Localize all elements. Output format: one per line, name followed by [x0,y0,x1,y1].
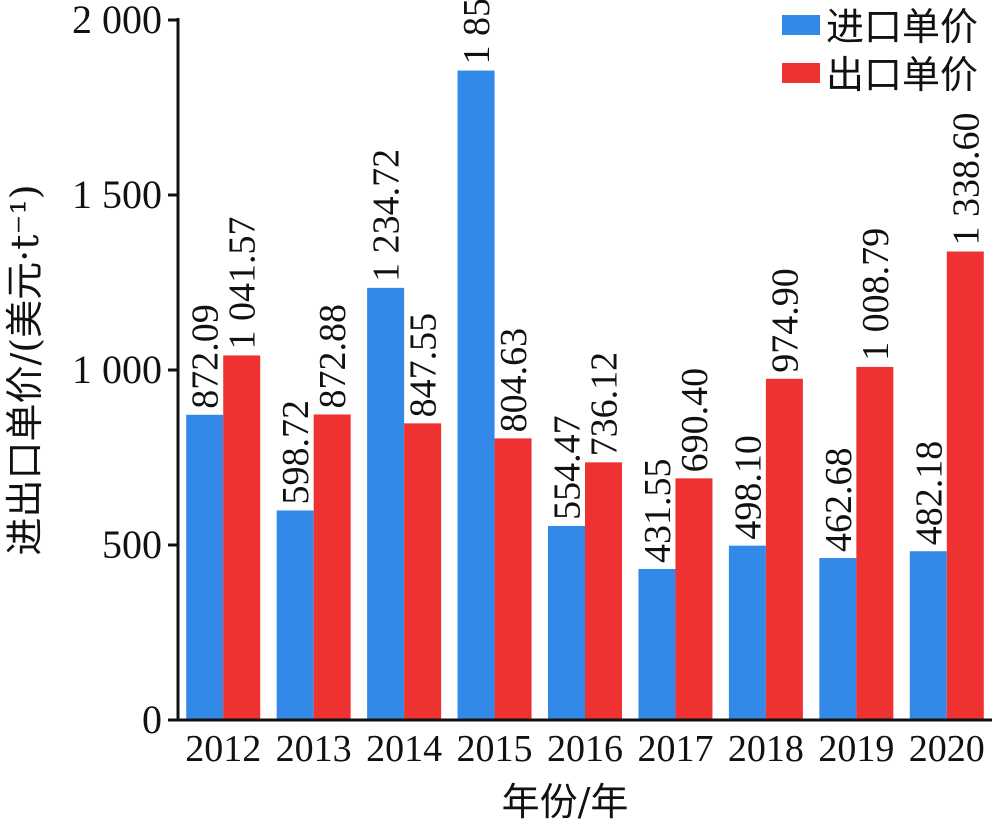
y-tick-label: 2 000 [72,0,162,42]
legend-swatch-export [782,63,820,83]
bar-export-2015 [494,438,532,720]
bar-export-2014 [404,423,442,720]
bar-import-2019 [819,558,857,720]
bar-import-2020 [909,551,947,720]
data-label-import-2012: 872.09 [185,304,227,409]
data-label-import-2015: 1 855.56 [456,0,498,65]
data-label-import-2018: 498.10 [727,435,769,540]
legend-label-export: 出口单价 [826,53,978,97]
y-axis-title: 进出口单价/(美元·t⁻¹) [3,184,47,555]
data-label-import-2013: 598.72 [275,400,317,505]
bar-import-2017 [638,568,676,720]
data-label-export-2015: 804.63 [493,328,535,433]
data-label-export-2019: 1 008.79 [855,228,897,361]
data-label-import-2014: 1 234.72 [366,149,408,282]
x-axis-ticks: 2012 2013 2014 2015 2016 2017 2018 2019 2020 [185,728,985,770]
legend-label-import: 进口单价 [826,5,978,49]
bar-export-2017 [675,478,713,720]
y-tick-label: 0 [142,697,162,742]
data-label-import-2019: 462.68 [818,448,860,553]
bar-export-2013 [313,414,351,720]
x-tick-label: 2017 [637,728,713,770]
bar-import-2015 [457,70,495,720]
bar-export-2016 [585,462,622,720]
y-tick-label: 1 000 [72,347,162,392]
bar-export-2019 [856,366,894,720]
x-tick-label: 2012 [185,728,261,770]
bar-import-2016 [548,525,585,720]
data-label-export-2020: 1 338.60 [945,112,987,245]
x-tick-label: 2015 [457,728,533,770]
data-label-export-2018: 974.90 [764,268,806,373]
data-labels-layer: 872.09 598.72 1 234.72 1 855.56 554.47 431.55… [185,0,988,563]
x-tick-label: 2020 [909,728,985,770]
data-label-export-2013: 872.88 [312,304,354,409]
bars-layer [186,70,984,721]
x-tick-label: 2013 [276,728,352,770]
legend: 进口单价 出口单价 [782,5,978,97]
x-tick-label: 2016 [547,728,623,770]
x-tick-label: 2019 [818,728,894,770]
bar-import-2014 [367,287,405,720]
x-tick-label: 2018 [728,728,804,770]
bar-import-2018 [728,545,766,720]
bar-import-2013 [276,510,314,720]
x-axis-title: 年份/年 [502,780,629,824]
y-tick-label: 500 [102,522,162,567]
y-tick-label: 1 500 [72,172,162,217]
data-label-export-2014: 847.55 [403,313,445,418]
x-tick-label: 2014 [366,728,442,770]
data-label-export-2016: 736.12 [584,352,626,457]
data-label-export-2017: 690.40 [674,368,716,473]
data-label-import-2016: 554.47 [547,415,589,520]
bar-export-2018 [765,378,803,720]
y-axis-ticks: 0 500 1 000 1 500 2 000 [72,0,178,742]
bar-export-2012 [223,355,261,720]
data-label-export-2012: 1 041.57 [222,216,264,349]
data-label-import-2020: 482.18 [908,441,950,546]
bar-export-2020 [946,251,984,721]
legend-swatch-import [782,15,820,35]
bar-import-2012 [186,414,224,720]
data-label-import-2017: 431.55 [637,458,679,563]
